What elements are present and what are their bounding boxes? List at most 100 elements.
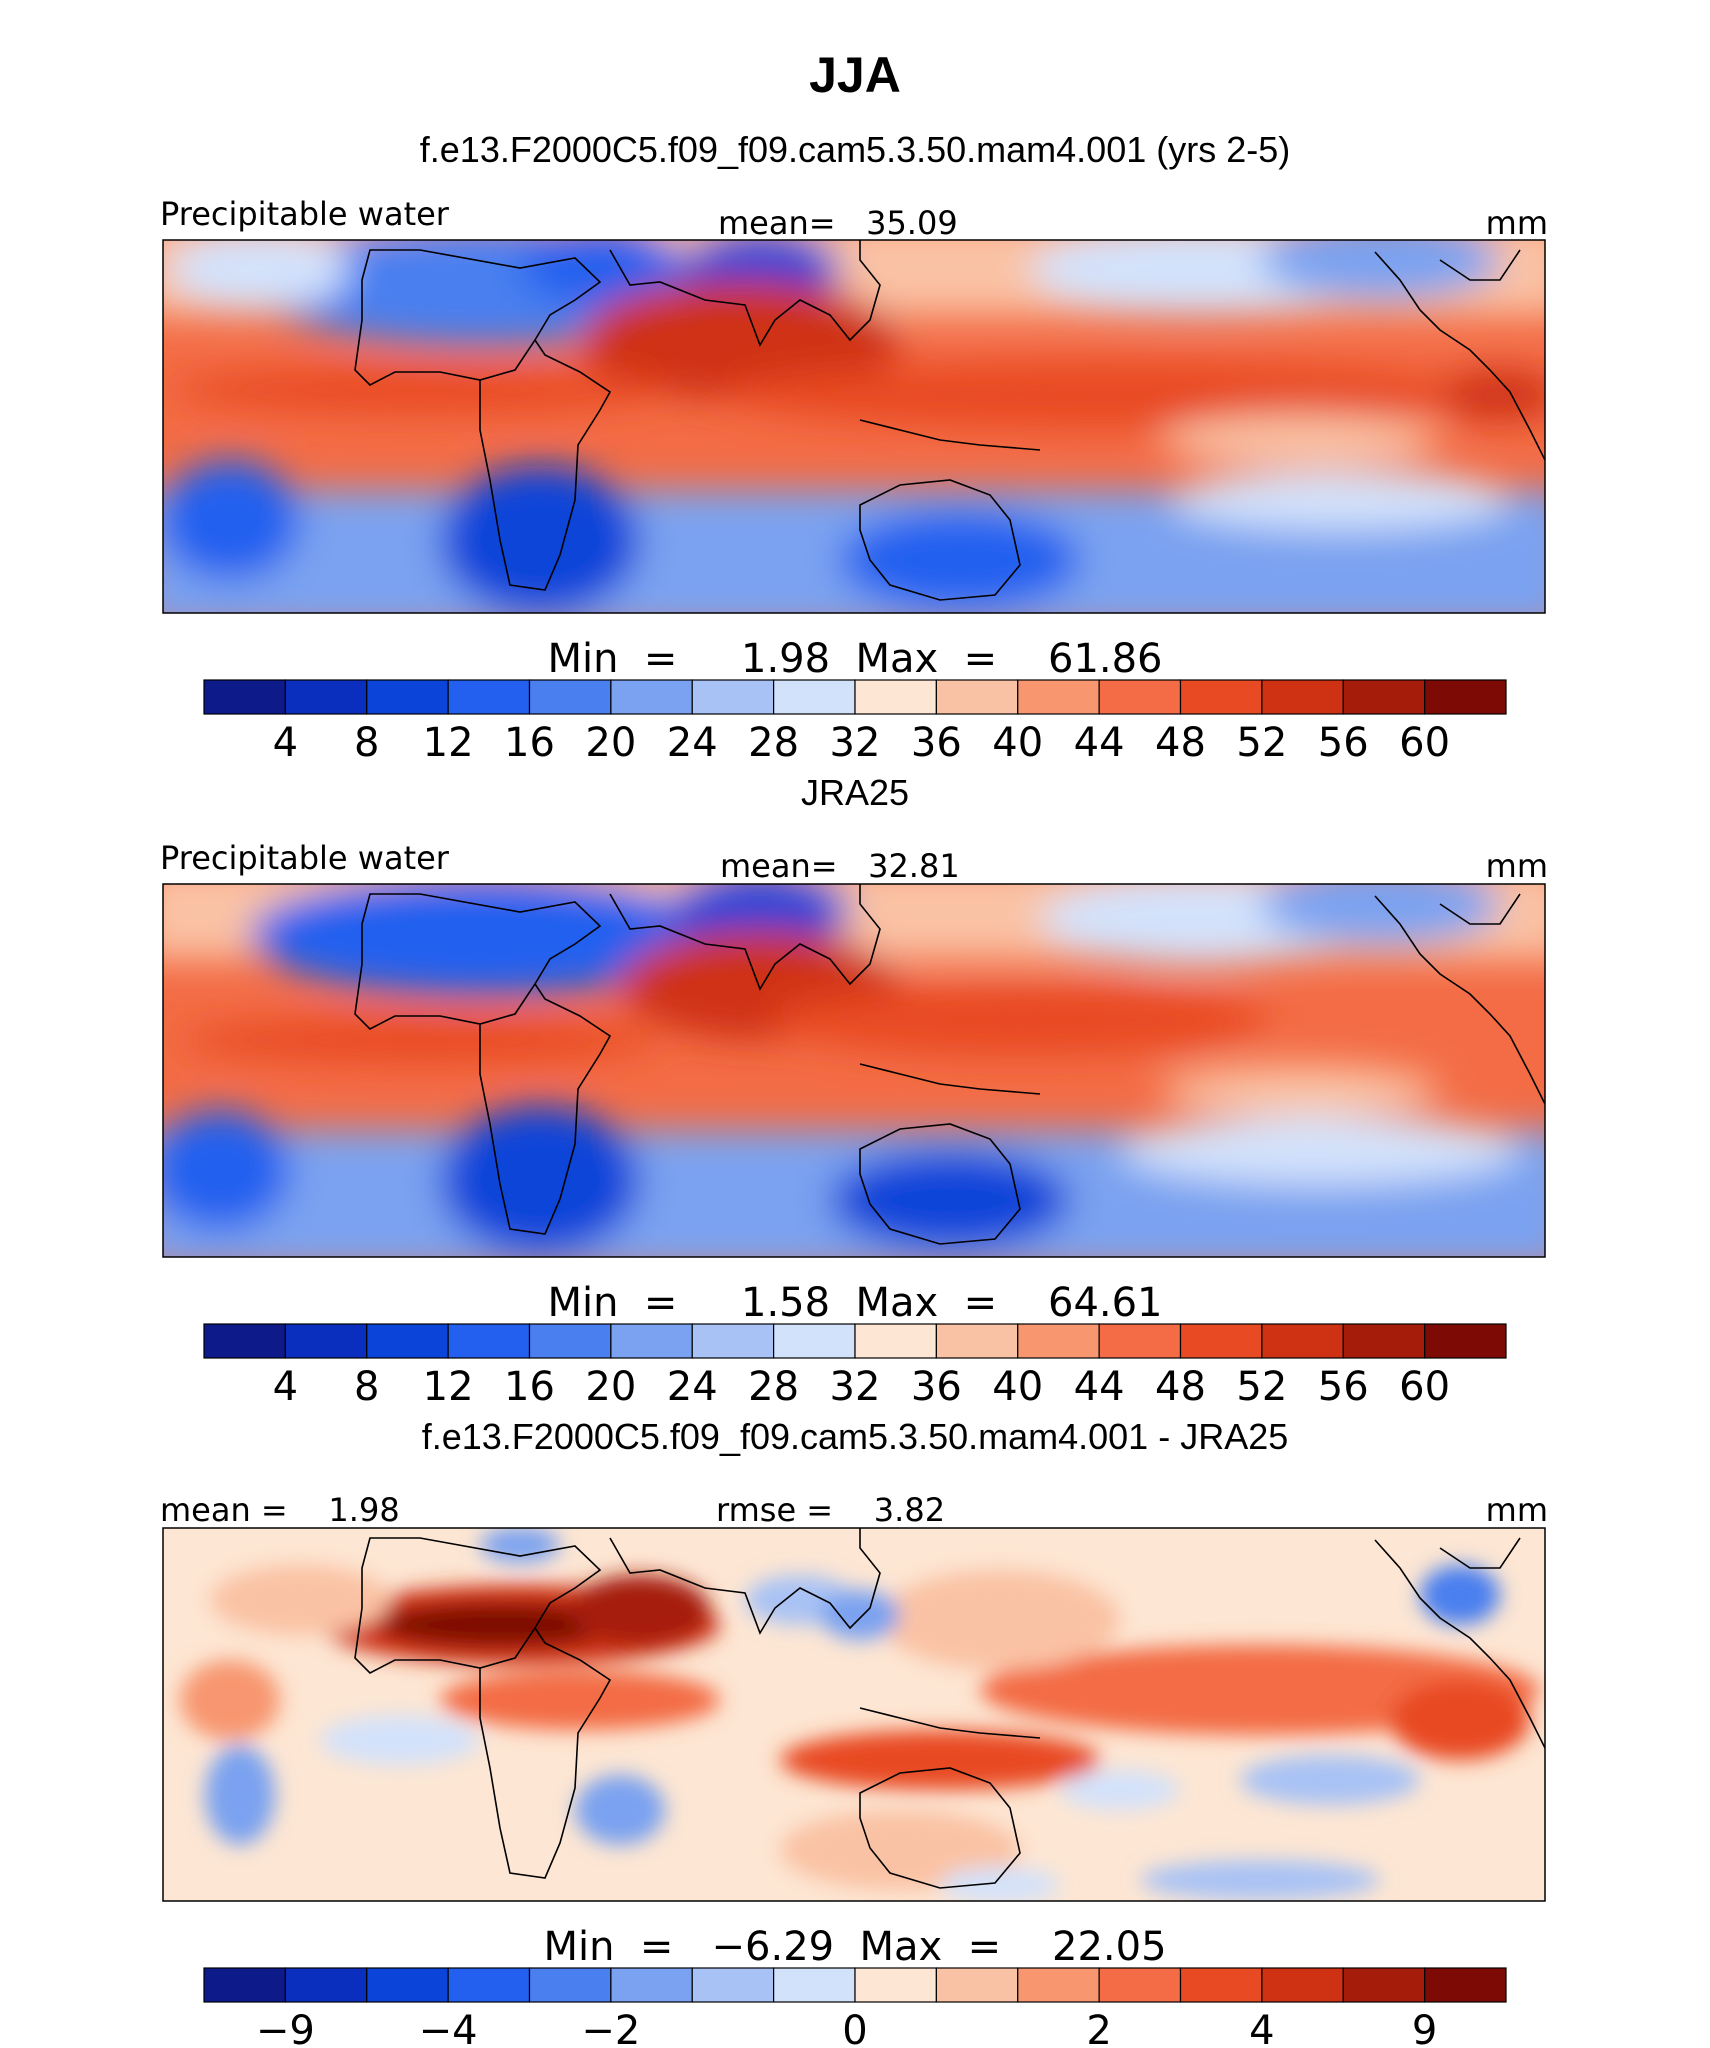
- rmse-label: rmse = 3.82: [716, 1491, 945, 1529]
- panel-title: f.e13.F2000C5.f09_f09.cam5.3.50.mam4.001…: [420, 129, 1290, 170]
- units-label: mm: [1486, 204, 1548, 242]
- colorbar-swatch: [1261, 1323, 1344, 1359]
- colorbar-tick-label: 60: [1399, 720, 1450, 766]
- colorbar-tick-label: 36: [911, 720, 962, 766]
- colorbar-swatch: [854, 679, 937, 715]
- map-field: [163, 1528, 1545, 1901]
- colorbar-swatch: [1424, 1323, 1507, 1359]
- colorbar-swatch: [935, 1967, 1019, 2003]
- map-frame: [162, 883, 1546, 1258]
- colorbar-tick-label: 4: [1249, 2008, 1274, 2048]
- colorbar-tick-label: 32: [830, 720, 881, 766]
- colorbar-swatch: [610, 1967, 693, 2003]
- colorbar-labels: −9 −4 −2 0 2 4 9: [256, 2008, 1437, 2048]
- colorbar-swatch: [528, 679, 612, 715]
- colorbar-swatch: [854, 1323, 937, 1359]
- colorbar-tick-label: 48: [1155, 1364, 1206, 1410]
- colorbar-swatch: [203, 1323, 286, 1359]
- colorbar-tick-label: 32: [830, 1364, 881, 1410]
- colorbar-tick-label: 4: [273, 720, 298, 766]
- colorbar-swatch: [610, 1323, 693, 1359]
- units-label: mm: [1486, 847, 1548, 885]
- colorbar-swatch: [1261, 679, 1344, 715]
- map-frame: [162, 1527, 1546, 1902]
- colorbar-tick-label: 0: [842, 2008, 867, 2048]
- colorbar-tick-label: 52: [1236, 1364, 1287, 1410]
- colorbar-swatch: [284, 1323, 368, 1359]
- colorbar-swatch: [1179, 1323, 1263, 1359]
- variable-label: Precipitable water: [160, 839, 450, 877]
- colorbar-tick-label: −2: [581, 2008, 640, 2048]
- colorbar-tick-label: 20: [585, 720, 636, 766]
- units-label: mm: [1486, 1491, 1548, 1529]
- figure-title: JJA: [809, 47, 901, 103]
- colorbar-tick-label: 56: [1318, 720, 1369, 766]
- colorbar-tick-label: 56: [1318, 1364, 1369, 1410]
- colorbar-tick-label: 8: [354, 1364, 379, 1410]
- colorbar-tick-label: 44: [1074, 1364, 1125, 1410]
- colorbar-tick-label: 28: [748, 1364, 799, 1410]
- colorbar-swatch: [1098, 679, 1182, 715]
- colorbar-swatch: [1424, 679, 1507, 715]
- colorbar-tick-label: 4: [273, 1364, 298, 1410]
- colorbar: [203, 1967, 1507, 2003]
- colorbar-swatch: [203, 679, 286, 715]
- colorbar-swatch: [1017, 1967, 1100, 2003]
- colorbar-swatch: [1261, 1967, 1344, 2003]
- colorbar-swatch: [447, 1967, 531, 2003]
- map-field: [163, 884, 1545, 1257]
- colorbar-swatch: [203, 1967, 286, 2003]
- colorbar-labels: 4 8 12 16 20 24 28 32 36 40 44 48 52 56 60: [273, 1364, 1450, 1410]
- colorbar-tick-label: −4: [419, 2008, 478, 2048]
- colorbar-swatch: [1342, 1967, 1426, 2003]
- colorbar-tick-label: 24: [667, 720, 718, 766]
- colorbar-tick-label: 28: [748, 720, 799, 766]
- colorbar-swatch: [1424, 1967, 1507, 2003]
- min-max-label: Min = 1.98 Max = 61.86: [548, 636, 1163, 682]
- colorbar-tick-label: 60: [1399, 1364, 1450, 1410]
- colorbar-tick-label: 44: [1074, 720, 1125, 766]
- colorbar-swatch: [773, 1967, 856, 2003]
- mean-label: mean= 32.81: [720, 847, 960, 885]
- panel-model: f.e13.F2000C5.f09_f09.cam5.3.50.mam4.001…: [160, 129, 1548, 766]
- colorbar-swatch: [284, 679, 368, 715]
- colorbar-tick-label: 12: [423, 720, 474, 766]
- colorbar-swatch: [773, 679, 856, 715]
- colorbar-swatch: [1179, 679, 1263, 715]
- min-max-label: Min = 1.58 Max = 64.61: [548, 1280, 1163, 1326]
- colorbar-swatch: [528, 1323, 612, 1359]
- colorbar-swatch: [366, 1967, 449, 2003]
- coastlines: [354, 1528, 1545, 1889]
- panel-title: f.e13.F2000C5.f09_f09.cam5.3.50.mam4.001…: [422, 1416, 1289, 1457]
- colorbar-swatch: [1017, 1323, 1100, 1359]
- colorbar-tick-label: 2: [1086, 2008, 1111, 2048]
- colorbar-tick-label: −9: [256, 2008, 315, 2048]
- colorbar-tick-label: 8: [354, 720, 379, 766]
- colorbar-tick-label: 9: [1412, 2008, 1437, 2048]
- colorbar-swatch: [935, 679, 1019, 715]
- colorbar: [203, 1323, 1507, 1359]
- colorbar: [203, 679, 1507, 715]
- colorbar-swatch: [1098, 1323, 1182, 1359]
- colorbar-tick-label: 16: [504, 1364, 555, 1410]
- colorbar-swatch: [854, 1967, 937, 2003]
- panel-reference: JRA25 Precipitable water mean= 32.81 mm: [160, 772, 1548, 1410]
- colorbar-tick-label: 40: [992, 1364, 1043, 1410]
- colorbar-swatch: [1098, 1967, 1182, 2003]
- colorbar-swatch: [1342, 679, 1426, 715]
- colorbar-labels: 4 8 12 16 20 24 28 32 36 40 44 48 52 56 60: [273, 720, 1450, 766]
- colorbar-swatch: [691, 1323, 775, 1359]
- colorbar-tick-label: 48: [1155, 720, 1206, 766]
- coastlines: [354, 884, 1545, 1245]
- colorbar-swatch: [528, 1967, 612, 2003]
- panel-difference: f.e13.F2000C5.f09_f09.cam5.3.50.mam4.001…: [160, 1416, 1548, 2048]
- variable-label: Precipitable water: [160, 195, 450, 233]
- map-frame: [162, 239, 1546, 614]
- colorbar-tick-label: 16: [504, 720, 555, 766]
- colorbar-swatch: [1017, 679, 1100, 715]
- colorbar-tick-label: 52: [1236, 720, 1287, 766]
- colorbar-swatch: [1179, 1967, 1263, 2003]
- colorbar-swatch: [284, 1967, 368, 2003]
- colorbar-swatch: [1342, 1323, 1426, 1359]
- colorbar-swatch: [366, 679, 449, 715]
